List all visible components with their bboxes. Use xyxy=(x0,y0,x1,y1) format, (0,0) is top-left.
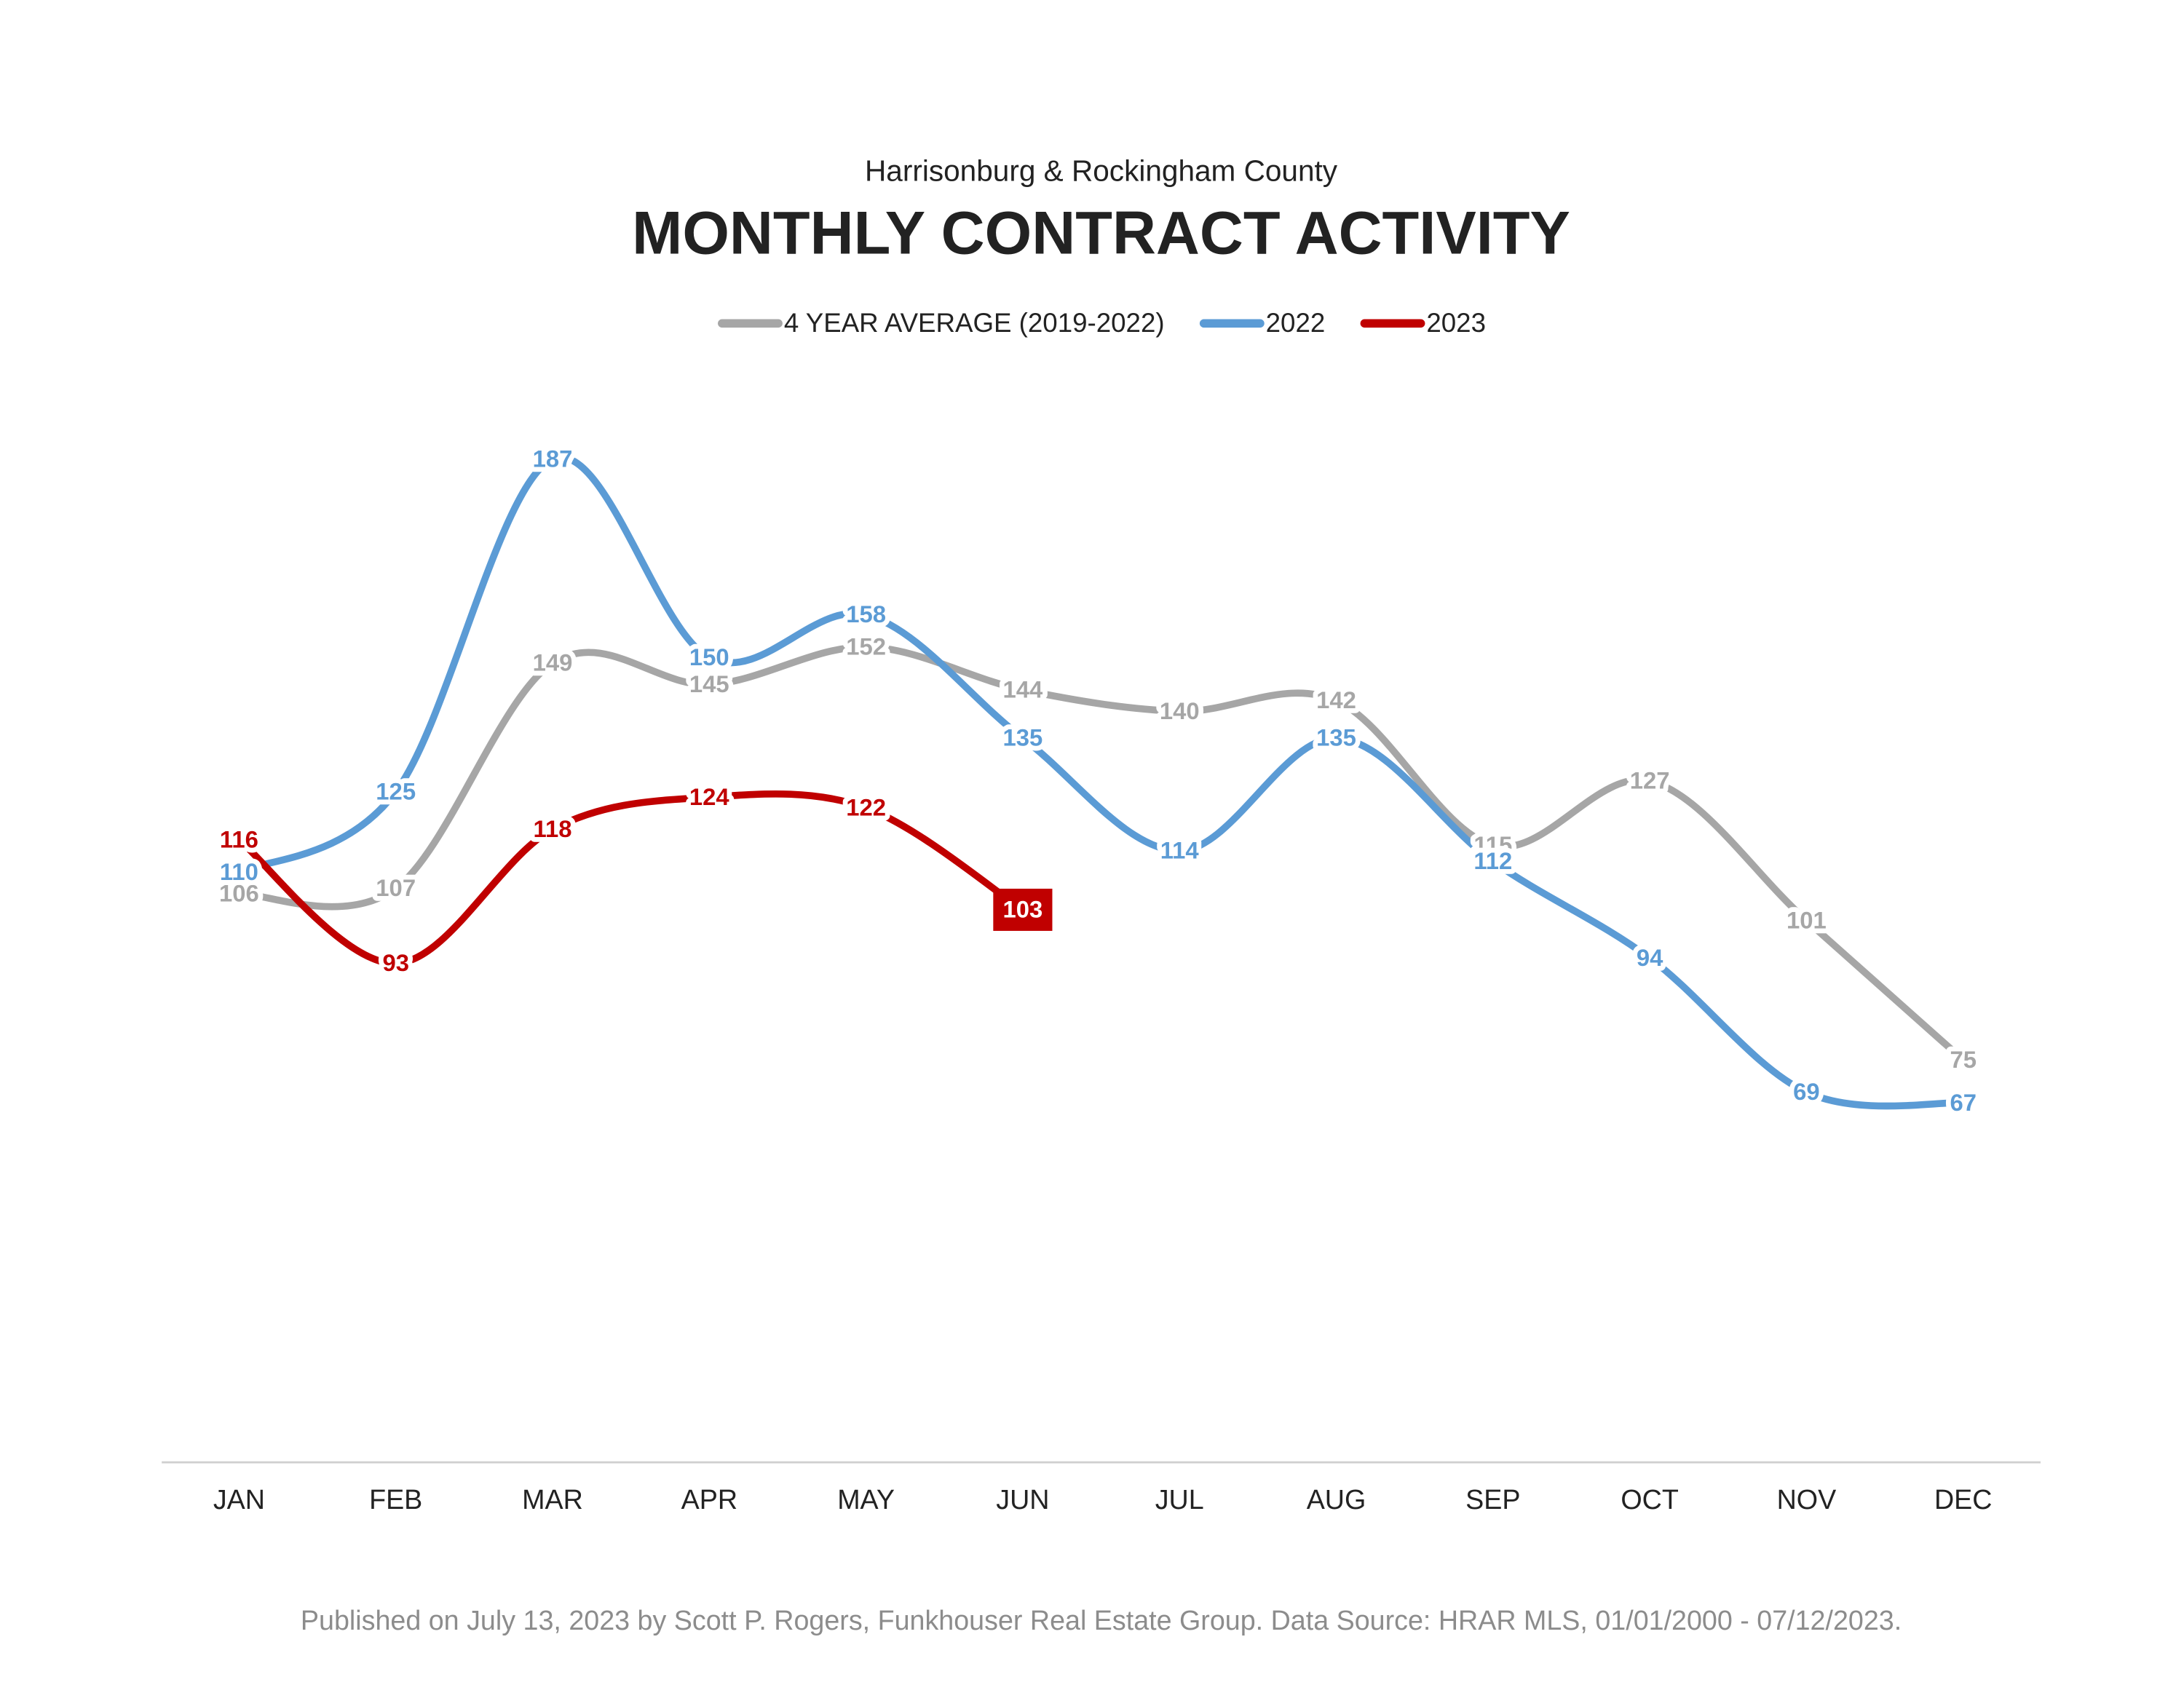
chart-subtitle: Harrisonburg & Rockingham County xyxy=(865,154,1338,187)
x-tick-label: JUL xyxy=(1155,1484,1204,1515)
data-label: 140 xyxy=(1160,697,1200,724)
data-label: 118 xyxy=(534,815,572,842)
data-label: 103 xyxy=(1003,896,1043,923)
data-label-box xyxy=(993,888,1053,931)
legend-label: 2023 xyxy=(1426,308,1486,338)
x-tick-label: JAN xyxy=(213,1484,265,1515)
data-label: 93 xyxy=(382,949,409,976)
x-tick-label: DEC xyxy=(1934,1484,1993,1515)
data-label: 149 xyxy=(533,649,573,676)
data-label: 116 xyxy=(220,826,258,853)
legend-label: 2022 xyxy=(1266,308,1326,338)
x-tick-label: SEP xyxy=(1465,1484,1520,1515)
data-label: 124 xyxy=(689,783,730,810)
x-tick-label: FEB xyxy=(369,1484,422,1515)
data-label: 145 xyxy=(689,670,729,697)
data-label: 107 xyxy=(376,874,416,901)
data-label: 150 xyxy=(689,643,729,670)
data-label: 135 xyxy=(1003,724,1043,751)
series-line xyxy=(235,790,1026,967)
data-label: 122 xyxy=(846,794,886,821)
legend-item: 2022 xyxy=(1199,308,1326,338)
data-label: 101 xyxy=(1787,906,1827,933)
x-tick-label: JUN xyxy=(996,1484,1049,1515)
data-label: 125 xyxy=(376,777,416,804)
data-label: 69 xyxy=(1793,1078,1820,1105)
data-label: 158 xyxy=(846,600,886,627)
source-note: Published on July 13, 2023 by Scott P. R… xyxy=(301,1605,1902,1636)
x-tick-label: MAY xyxy=(837,1484,895,1515)
x-tick-label: MAR xyxy=(522,1484,583,1515)
data-label: 152 xyxy=(846,633,886,659)
data-label: 144 xyxy=(1003,675,1044,702)
legend-label: 4 YEAR AVERAGE (2019-2022) xyxy=(784,308,1165,338)
data-label: 94 xyxy=(1637,944,1663,971)
data-label: 67 xyxy=(1950,1089,1977,1116)
x-tick-label: APR xyxy=(681,1484,737,1515)
data-label: 135 xyxy=(1316,724,1356,751)
data-label: 114 xyxy=(1160,836,1200,863)
series-line xyxy=(235,643,1967,1064)
x-tick-label: NOV xyxy=(1777,1484,1837,1515)
data-label: 142 xyxy=(1316,686,1356,713)
legend-item: 4 YEAR AVERAGE (2019-2022) xyxy=(718,308,1165,338)
series-line xyxy=(235,453,1967,1110)
data-label: 187 xyxy=(533,445,573,472)
data-label: 106 xyxy=(219,879,259,906)
x-tick-label: AUG xyxy=(1307,1484,1366,1515)
x-tick-label: OCT xyxy=(1621,1484,1679,1515)
data-label: 127 xyxy=(1630,767,1670,794)
data-label: 110 xyxy=(220,858,258,885)
data-label: 75 xyxy=(1950,1046,1977,1073)
data-label: 115 xyxy=(1473,831,1512,858)
data-label: 112 xyxy=(1473,847,1512,874)
chart-title: MONTHLY CONTRACT ACTIVITY xyxy=(632,199,1570,266)
legend-item: 2023 xyxy=(1360,308,1486,338)
